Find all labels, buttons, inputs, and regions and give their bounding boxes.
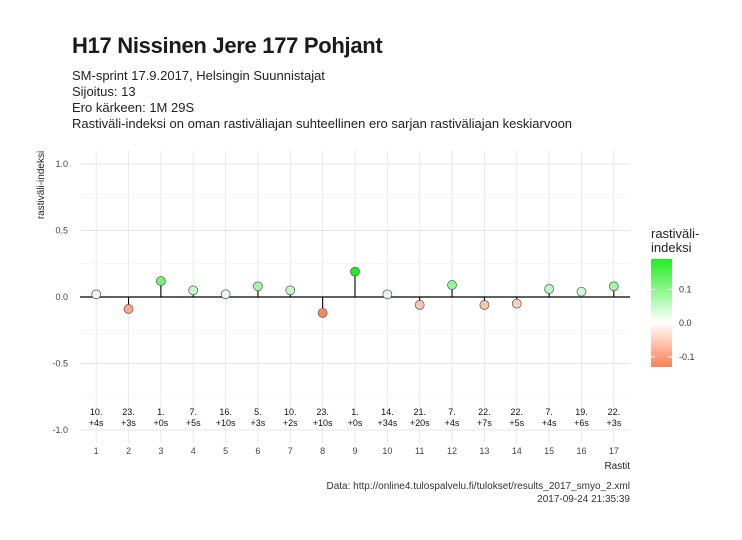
rank-label: 10.	[284, 407, 297, 417]
data-point	[220, 289, 231, 300]
legend-title-line-2: indeksi	[651, 240, 692, 255]
data-point	[317, 308, 328, 318]
data-point	[382, 289, 393, 300]
x-tick-label: 9	[352, 446, 357, 456]
diff-label: +4s	[542, 418, 557, 428]
subtitle-line-description: Rastiväli-indeksi on oman rastiväliajan …	[72, 116, 573, 131]
y-tick-label: -0.5	[52, 359, 68, 369]
legend-tick-label: 0.0	[679, 318, 692, 328]
chart-marks	[80, 266, 630, 318]
rank-label: 21.	[413, 407, 426, 417]
rank-label: 10.	[90, 407, 103, 417]
x-tick-label: 1	[94, 446, 99, 456]
data-point	[350, 266, 360, 277]
legend-tick-label: -0.1	[679, 352, 695, 362]
rank-label: 22.	[511, 407, 524, 417]
data-point	[511, 298, 522, 309]
diff-label: +0s	[153, 418, 168, 428]
rank-label: 14.	[381, 407, 394, 417]
data-point	[156, 276, 166, 286]
diff-label: +3s	[251, 418, 266, 428]
grid-lines	[80, 150, 630, 443]
subtitle-line-event: SM-sprint 17.9.2017, Helsingin Suunnista…	[72, 68, 325, 83]
y-tick-label: 1.0	[55, 159, 68, 169]
data-point	[123, 304, 134, 314]
data-point	[447, 280, 457, 290]
subtitle-line-gap: Ero kärkeen: 1M 29S	[72, 100, 195, 115]
rank-label: 7.	[189, 407, 197, 417]
caption-timestamp: 2017-09-24 21:35:39	[537, 494, 630, 505]
x-tick-label: 16	[576, 446, 586, 456]
x-tick-label: 8	[320, 446, 325, 456]
x-tick-label: 4	[191, 446, 196, 456]
x-tick-label: 12	[447, 446, 457, 456]
x-tick-label: 10	[382, 446, 392, 456]
rank-label: 23.	[122, 407, 135, 417]
diff-label: +3s	[121, 418, 136, 428]
y-axis: 1.0 0.5 0.0 -0.5 -1.0	[52, 159, 68, 435]
x-tick-label: 6	[255, 446, 260, 456]
diff-label: +4s	[445, 418, 460, 428]
x-tick-label: 15	[544, 446, 554, 456]
data-point	[479, 300, 490, 310]
rank-label: 7.	[448, 407, 456, 417]
diff-label: +7s	[477, 418, 492, 428]
x-axis: 1 2 3 4 5 6 7 8 9 10 11 12 13 14 15 16 17	[94, 446, 619, 456]
color-legend: rastiväli- indeksi 0.1 0.0 -0.1	[651, 226, 699, 367]
chart-subtitle: SM-sprint 17.9.2017, Helsingin Suunnista…	[72, 68, 572, 132]
diff-label: +0s	[348, 418, 363, 428]
y-tick-label: -1.0	[52, 425, 68, 435]
rank-label: 1.	[157, 407, 165, 417]
rank-label: 7.	[545, 407, 553, 417]
data-point	[91, 289, 102, 300]
rank-label: 16.	[219, 407, 232, 417]
rank-label: 22.	[478, 407, 491, 417]
x-tick-label: 11	[415, 446, 424, 456]
data-point	[544, 284, 554, 294]
subtitle-line-rank: Sijoitus: 13	[72, 84, 136, 99]
data-point	[253, 281, 263, 292]
y-tick-label: 0.5	[55, 226, 68, 236]
rank-labels: 10.+4s23.+3s1.+0s7.+5s16.+10s5.+3s10.+2s…	[89, 407, 622, 428]
data-point	[285, 285, 296, 296]
x-tick-label: 2	[126, 446, 131, 456]
rank-label: 19.	[575, 407, 588, 417]
diff-label: +34s	[377, 418, 397, 428]
x-tick-label: 17	[609, 446, 619, 456]
x-tick-label: 13	[479, 446, 489, 456]
data-point	[576, 286, 587, 297]
x-tick-label: 5	[223, 446, 228, 456]
data-point	[188, 285, 199, 296]
data-point	[414, 300, 425, 310]
x-axis-label: Rastit	[604, 461, 630, 472]
legend-tick-label: 0.1	[679, 284, 692, 294]
caption-source: Data: http://online4.tulospalvelu.fi/tul…	[326, 481, 630, 492]
diff-label: +6s	[574, 418, 589, 428]
diff-label: +5s	[509, 418, 524, 428]
chart-title: H17 Nissinen Jere 177 Pohjant	[72, 33, 383, 58]
diff-label: +3s	[606, 418, 621, 428]
diff-label: +20s	[410, 418, 430, 428]
diff-label: +5s	[186, 418, 201, 428]
legend-title-line-1: rastiväli-	[651, 226, 699, 241]
rank-label: 5.	[254, 407, 262, 417]
y-axis-label: rastiväli-indeksi	[36, 151, 47, 219]
rank-label: 22.	[608, 407, 621, 417]
y-tick-label: 0.0	[55, 292, 68, 302]
legend-colorbar	[651, 259, 672, 367]
x-tick-label: 3	[158, 446, 163, 456]
diff-label: +10s	[216, 418, 236, 428]
x-tick-label: 7	[288, 446, 293, 456]
rank-label: 23.	[316, 407, 329, 417]
data-point	[608, 281, 619, 292]
diff-label: +2s	[283, 418, 298, 428]
diff-label: +10s	[313, 418, 333, 428]
chart-caption: Data: http://online4.tulospalvelu.fi/tul…	[326, 480, 630, 506]
rank-label: 1.	[351, 407, 359, 417]
x-tick-label: 14	[512, 446, 522, 456]
diff-label: +4s	[89, 418, 104, 428]
